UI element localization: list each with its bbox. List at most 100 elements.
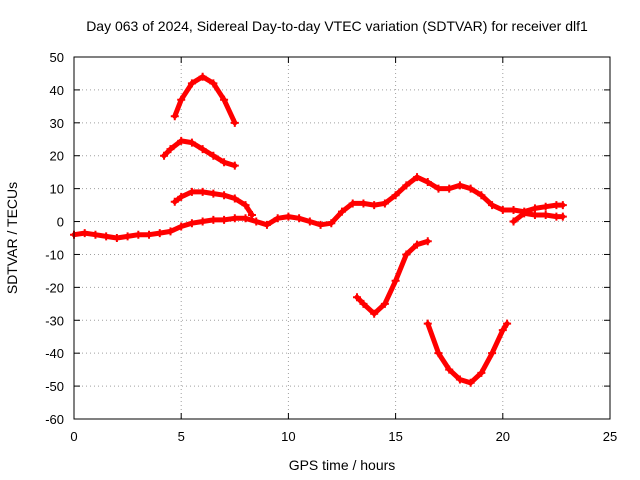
data-point — [348, 199, 357, 208]
data-point — [380, 199, 389, 208]
data-point — [488, 201, 497, 210]
data-point — [380, 299, 389, 308]
data-point — [220, 191, 229, 200]
data-point — [558, 201, 567, 210]
data-point — [530, 210, 539, 219]
data-point — [91, 230, 100, 239]
data-point — [520, 209, 529, 218]
y-tick-label: -40 — [45, 346, 64, 361]
data-point — [198, 217, 207, 226]
data-point — [305, 217, 314, 226]
y-tick-label: -10 — [45, 247, 64, 262]
data-point — [370, 201, 379, 210]
ticks: 0 5 10 15 20 25 -60 -50 -40 -30 -20 -10 0 10 20 30 40 50 — [45, 50, 617, 444]
data-point — [477, 368, 486, 377]
data-point — [220, 215, 229, 224]
data-point — [187, 219, 196, 228]
data-point — [445, 184, 454, 193]
y-tick-label: 10 — [50, 182, 64, 197]
series-line — [354, 238, 431, 317]
data-point — [160, 151, 169, 160]
data-point — [230, 118, 239, 127]
data-point — [209, 189, 218, 198]
data-layer — [70, 72, 567, 387]
data-point — [316, 220, 325, 229]
data-point — [198, 187, 207, 196]
series-late-branch — [509, 209, 567, 226]
data-point — [230, 194, 239, 203]
series-line — [161, 138, 238, 169]
y-tick-label: -30 — [45, 313, 64, 328]
data-point — [123, 232, 132, 241]
data-point — [434, 184, 443, 193]
data-point — [262, 220, 271, 229]
data-point — [295, 214, 304, 223]
data-point — [241, 214, 250, 223]
y-tick-label: -50 — [45, 379, 64, 394]
data-point — [252, 217, 261, 226]
data-point — [413, 240, 422, 249]
data-point — [273, 214, 282, 223]
chart-title: Day 063 of 2024, Sidereal Day-to-day VTE… — [86, 18, 588, 34]
data-point — [402, 250, 411, 259]
data-point — [230, 214, 239, 223]
data-point — [284, 212, 293, 221]
data-point — [413, 173, 422, 182]
data-point — [370, 309, 379, 318]
series-line — [71, 174, 566, 241]
data-point — [102, 232, 111, 241]
data-point — [498, 206, 507, 215]
data-point — [177, 192, 186, 201]
data-point — [209, 79, 218, 88]
data-point — [155, 229, 164, 238]
data-point — [509, 217, 518, 226]
data-point — [498, 326, 507, 335]
data-point — [509, 206, 518, 215]
data-point — [391, 191, 400, 200]
data-point — [391, 276, 400, 285]
data-point — [80, 229, 89, 238]
y-tick-label: 50 — [50, 50, 64, 65]
series-main-trace — [70, 173, 567, 242]
data-point — [359, 199, 368, 208]
data-point — [423, 237, 432, 246]
data-point — [541, 210, 550, 219]
data-point — [466, 184, 475, 193]
data-point — [134, 230, 143, 239]
data-point — [247, 210, 256, 219]
data-point — [359, 299, 368, 308]
y-tick-label: 30 — [50, 116, 64, 131]
y-tick-label: -20 — [45, 280, 64, 295]
data-point — [230, 161, 239, 170]
data-point — [423, 178, 432, 187]
data-point — [187, 187, 196, 196]
data-point — [477, 191, 486, 200]
data-point — [541, 202, 550, 211]
data-point — [434, 349, 443, 358]
data-point — [187, 79, 196, 88]
series-arc-top-10 — [170, 187, 256, 219]
data-point — [166, 227, 175, 236]
data-point — [423, 319, 432, 328]
series-dip-14 — [353, 237, 432, 318]
data-point — [327, 219, 336, 228]
data-point — [353, 293, 362, 302]
data-point — [112, 234, 121, 242]
data-point — [166, 145, 175, 154]
data-point — [177, 95, 186, 104]
x-tick-label: 20 — [496, 429, 510, 444]
series-dip-18 — [423, 319, 512, 387]
data-point — [445, 365, 454, 374]
data-point — [503, 319, 512, 328]
grid — [74, 57, 610, 419]
data-point — [145, 230, 154, 239]
data-point — [187, 138, 196, 147]
y-tick-label: 0 — [57, 215, 64, 230]
data-point — [198, 72, 207, 81]
x-tick-label: 15 — [388, 429, 402, 444]
data-point — [177, 136, 186, 145]
series-arc-top-40 — [170, 72, 239, 127]
data-point — [170, 112, 179, 121]
data-point — [402, 181, 411, 190]
